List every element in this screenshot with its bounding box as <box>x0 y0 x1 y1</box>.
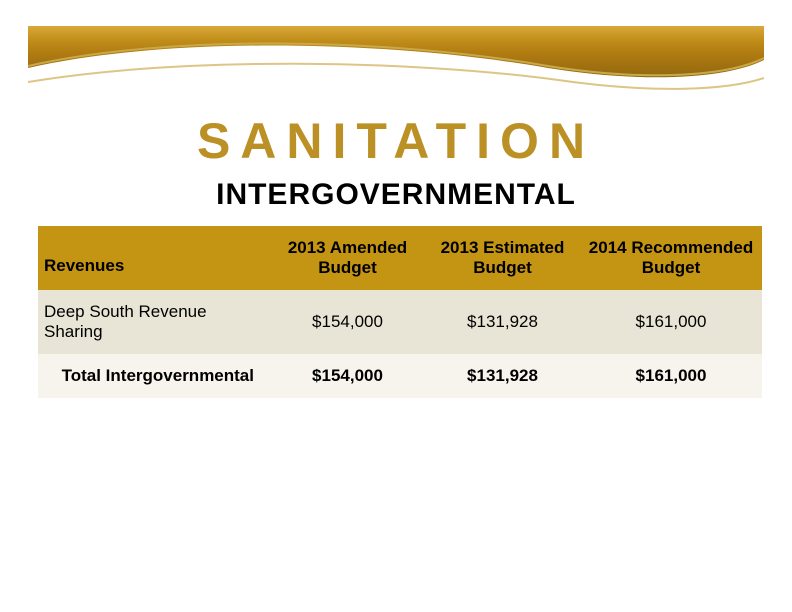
cell-value: $131,928 <box>425 354 580 398</box>
header-banner <box>28 26 764 104</box>
budget-table: Revenues 2013 Amended Budget 2013 Estima… <box>38 226 762 398</box>
col-header-estimated: 2013 Estimated Budget <box>425 226 580 290</box>
col-header-amended: 2013 Amended Budget <box>270 226 425 290</box>
table-header-row: Revenues 2013 Amended Budget 2013 Estima… <box>38 226 762 290</box>
table-row-total: Total Intergovernmental $154,000 $131,92… <box>38 354 762 398</box>
row-label: Deep South Revenue Sharing <box>38 290 270 354</box>
table-row: Deep South Revenue Sharing $154,000 $131… <box>38 290 762 354</box>
page-subtitle: INTERGOVERNMENTAL <box>0 178 792 212</box>
col-header-recommended: 2014 Recommended Budget <box>580 226 762 290</box>
cell-value: $154,000 <box>270 290 425 354</box>
banner-swoosh-graphic <box>28 26 764 104</box>
cell-value: $161,000 <box>580 290 762 354</box>
cell-value: $161,000 <box>580 354 762 398</box>
page-title: SANITATION <box>0 112 792 170</box>
row-label: Total Intergovernmental <box>38 354 270 398</box>
col-header-revenues: Revenues <box>38 226 270 290</box>
cell-value: $131,928 <box>425 290 580 354</box>
cell-value: $154,000 <box>270 354 425 398</box>
